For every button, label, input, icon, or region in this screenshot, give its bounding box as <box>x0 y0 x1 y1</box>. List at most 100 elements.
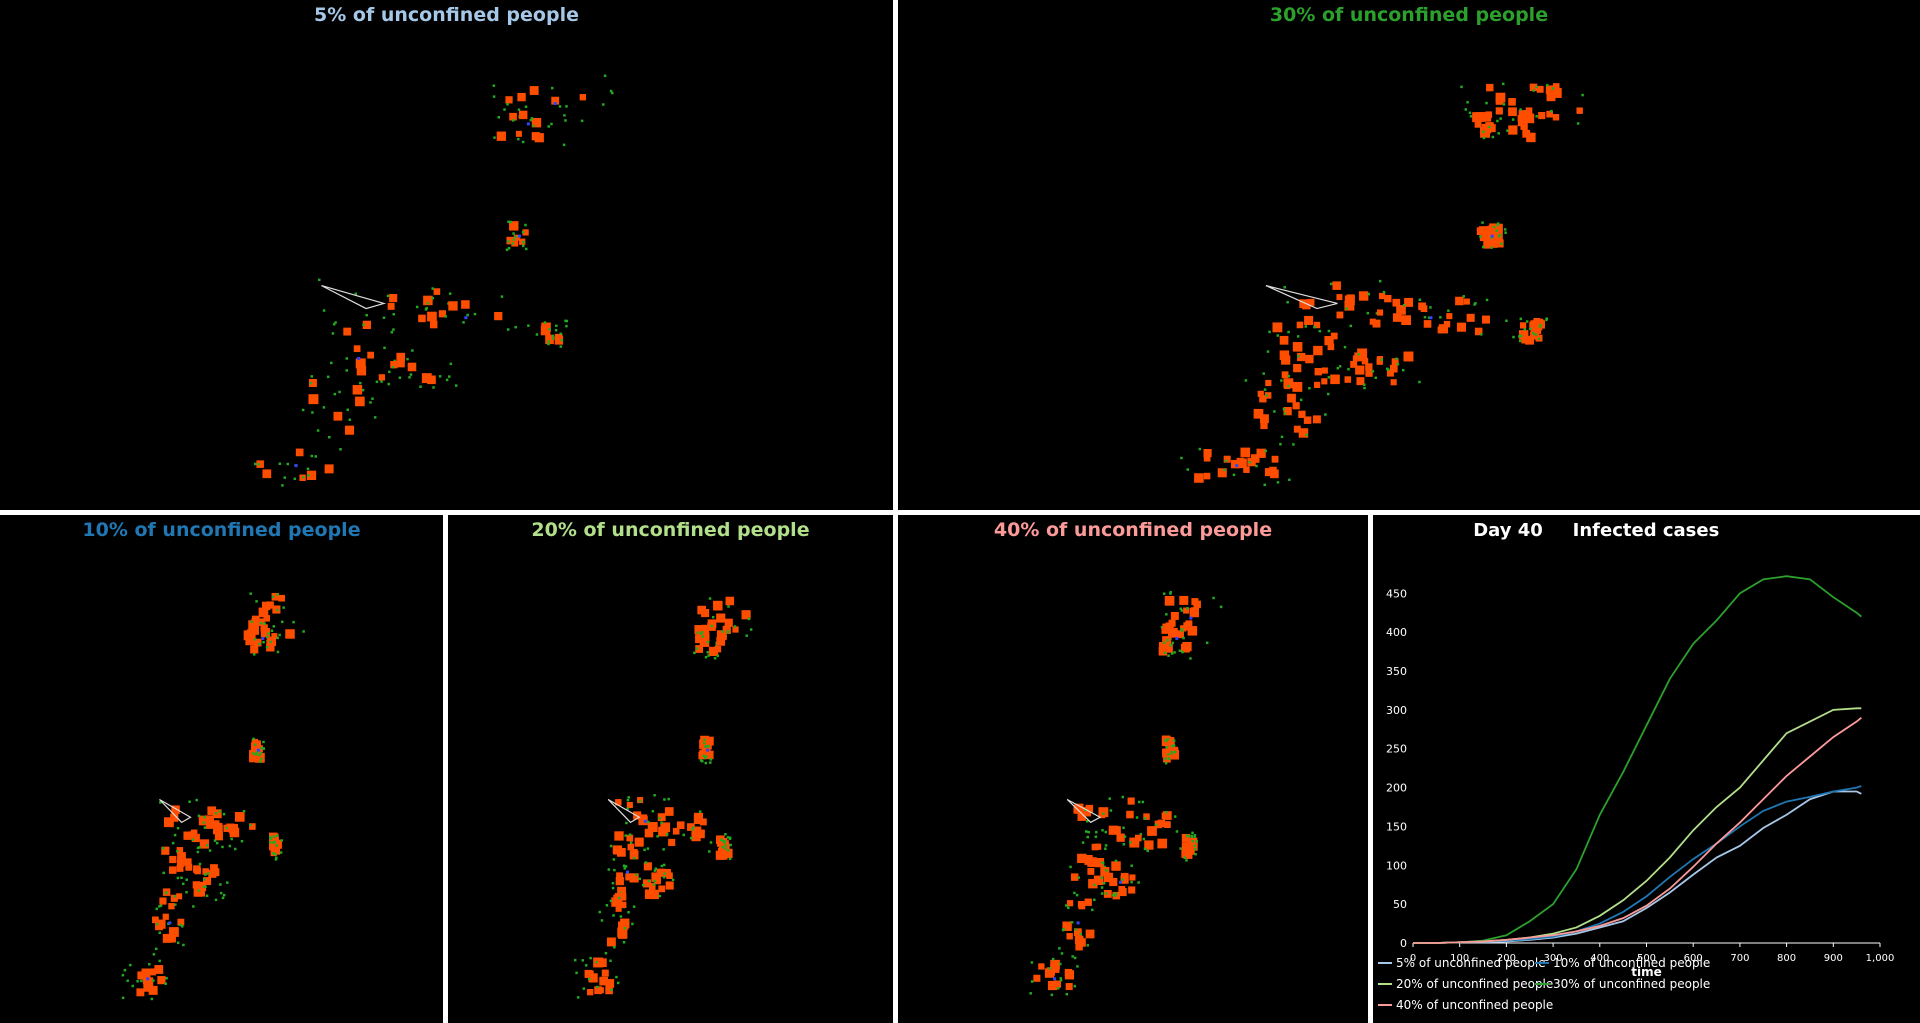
susceptible-marker <box>600 919 604 922</box>
susceptible-marker <box>1195 840 1199 843</box>
recovered-marker <box>261 636 265 640</box>
divider-vertical-3 <box>1368 515 1373 1023</box>
infected-marker <box>1127 797 1135 805</box>
susceptible-marker <box>271 595 275 599</box>
susceptible-marker <box>1198 447 1202 451</box>
susceptible-marker <box>1154 823 1158 827</box>
susceptible-marker <box>1193 835 1196 839</box>
susceptible-marker <box>623 867 627 870</box>
susceptible-marker <box>203 815 207 819</box>
infected-marker <box>617 847 626 857</box>
susceptible-marker <box>276 608 279 612</box>
susceptible-marker <box>260 757 263 761</box>
susceptible-marker <box>1466 100 1469 104</box>
susceptible-marker <box>711 615 715 619</box>
susceptible-marker <box>1057 986 1060 990</box>
susceptible-marker <box>265 645 269 649</box>
susceptible-marker <box>174 903 177 906</box>
susceptible-marker <box>611 881 615 885</box>
infected-marker <box>204 815 214 825</box>
susceptible-marker <box>165 891 168 894</box>
infected-marker <box>1297 352 1306 362</box>
infected-marker <box>1313 321 1321 329</box>
infected-marker <box>494 311 503 321</box>
susceptible-marker <box>1469 115 1473 118</box>
susceptible-marker <box>1091 908 1094 912</box>
infected-marker <box>423 295 433 306</box>
infected-marker <box>229 827 240 838</box>
infected-marker <box>627 843 635 851</box>
susceptible-marker <box>703 741 706 745</box>
susceptible-marker <box>1164 739 1167 742</box>
susceptible-marker <box>1280 435 1284 439</box>
susceptible-marker <box>1189 657 1192 660</box>
susceptible-marker <box>728 836 732 839</box>
susceptible-marker <box>1468 111 1472 115</box>
infected-marker <box>658 885 666 893</box>
susceptible-marker <box>709 761 712 764</box>
susceptible-marker <box>179 923 182 927</box>
susceptible-marker <box>665 833 669 836</box>
infected-marker <box>1536 85 1544 93</box>
infected-marker <box>1463 298 1470 305</box>
infected-marker <box>1298 410 1306 418</box>
susceptible-marker <box>564 119 567 122</box>
infected-marker <box>1489 240 1498 248</box>
susceptible-marker <box>275 844 278 847</box>
infected-marker <box>1486 83 1494 92</box>
susceptible-marker <box>581 959 585 962</box>
susceptible-marker <box>1380 358 1384 362</box>
susceptible-marker <box>406 357 409 361</box>
y-tick-label: 250 <box>1386 743 1407 756</box>
susceptible-marker <box>259 751 263 755</box>
infected-marker <box>605 986 613 995</box>
susceptible-marker <box>547 342 550 346</box>
infected-marker <box>137 971 146 980</box>
infected-marker <box>618 921 626 930</box>
susceptible-marker <box>1069 865 1072 869</box>
infected-marker <box>1165 622 1174 631</box>
susceptible-marker <box>1363 386 1366 390</box>
y-tick-label: 0 <box>1400 937 1407 950</box>
susceptible-marker <box>512 238 516 241</box>
susceptible-marker <box>1520 334 1523 338</box>
susceptible-marker <box>576 996 580 999</box>
infected-marker <box>1179 595 1189 605</box>
infected-marker <box>1099 812 1106 819</box>
susceptible-marker <box>1180 629 1184 633</box>
susceptible-marker <box>262 747 266 750</box>
susceptible-marker <box>1304 325 1308 328</box>
susceptible-marker <box>693 651 696 655</box>
susceptible-marker <box>173 895 177 898</box>
infected-marker <box>161 846 170 855</box>
susceptible-marker <box>1497 132 1500 135</box>
susceptible-marker <box>589 956 592 960</box>
infected-marker <box>531 117 542 128</box>
infected-marker <box>1418 302 1426 311</box>
susceptible-marker <box>1528 327 1532 331</box>
susceptible-marker <box>196 850 200 854</box>
susceptible-marker <box>1179 607 1183 610</box>
infected-marker <box>1525 335 1535 345</box>
susceptible-marker <box>272 852 275 855</box>
susceptible-marker <box>136 979 139 983</box>
susceptible-marker <box>707 744 710 748</box>
susceptible-marker <box>1464 108 1467 111</box>
susceptible-marker <box>696 631 700 635</box>
susceptible-marker <box>1060 952 1064 955</box>
recovered-marker <box>464 316 468 320</box>
susceptible-marker <box>1262 372 1265 375</box>
infected-marker <box>170 813 179 822</box>
infected-marker <box>666 872 673 880</box>
infected-marker <box>1472 112 1483 123</box>
infected-marker <box>352 385 363 395</box>
susceptible-marker <box>1264 449 1268 453</box>
infected-marker <box>427 311 437 322</box>
x-tick-label: 900 <box>1824 953 1843 964</box>
susceptible-marker <box>445 378 449 382</box>
infected-marker <box>643 862 652 871</box>
susceptible-marker <box>214 812 218 815</box>
susceptible-marker <box>1191 831 1194 835</box>
susceptible-marker <box>747 617 751 621</box>
susceptible-marker <box>205 844 209 847</box>
